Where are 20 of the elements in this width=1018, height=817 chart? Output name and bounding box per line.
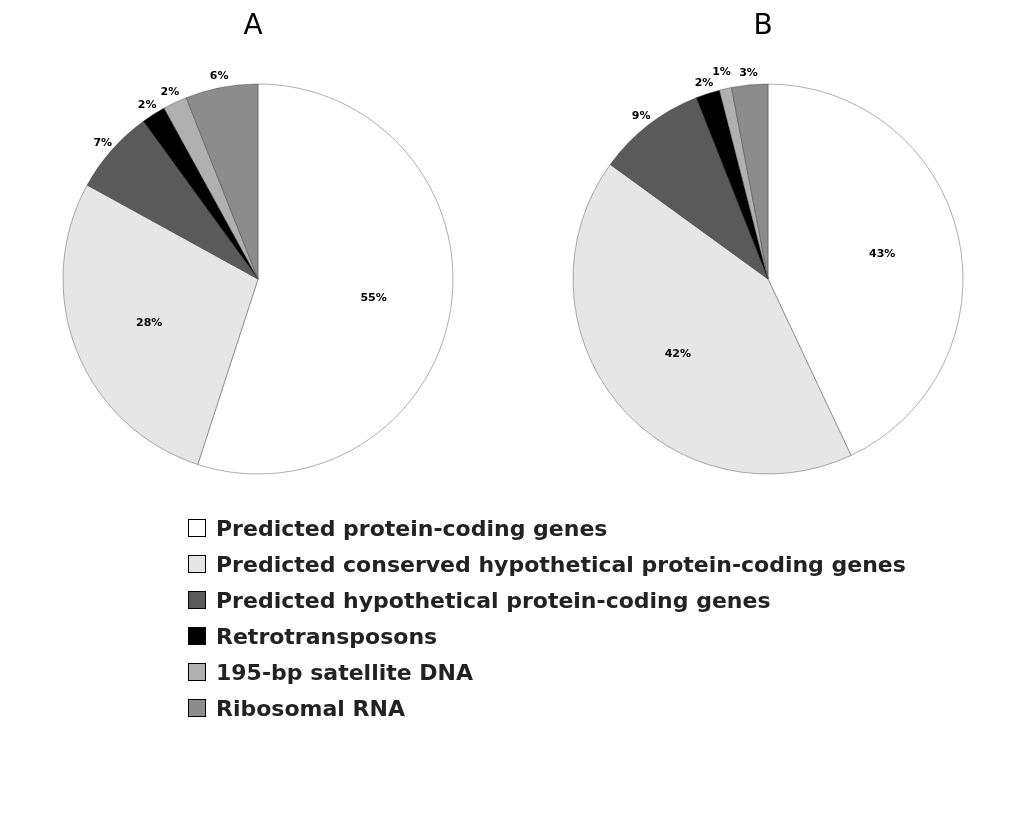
legend-label: Ribosomal RNA — [216, 695, 405, 721]
data-label: 3% — [739, 66, 758, 80]
data-label: 1% — [712, 64, 731, 78]
legend-label: Retrotransposons — [216, 623, 438, 649]
legend-label: Predicted conserved hypothetical protein-coding genes — [216, 551, 906, 577]
data-label: 55% — [360, 290, 387, 304]
data-label: 2% — [137, 97, 157, 111]
data-label: 6% — [209, 69, 229, 83]
chart-title: B — [752, 8, 774, 43]
data-label: 9% — [631, 108, 651, 122]
data-label: 28% — [136, 315, 163, 329]
data-label: 2% — [160, 85, 180, 99]
data-label: 42% — [664, 347, 692, 361]
data-label: 2% — [694, 75, 714, 89]
slice-label: Predicted protein-coding genes — [216, 515, 608, 541]
legend-label: Predicted hypothetical protein-coding genes — [216, 587, 771, 613]
chart-title: A — [242, 8, 264, 43]
data-label: 43% — [869, 246, 896, 260]
data-label: 7% — [93, 135, 113, 149]
legend-label: 195-bp satellite DNA — [216, 659, 474, 685]
